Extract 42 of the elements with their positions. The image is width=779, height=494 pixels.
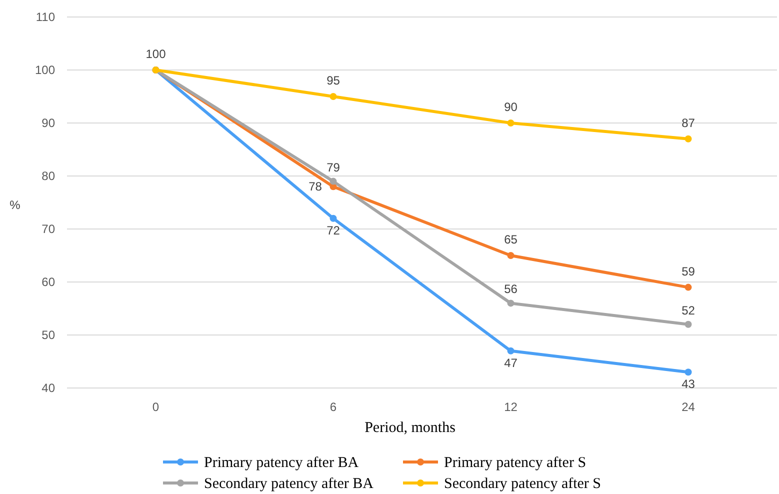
x-tick-label: 6 <box>330 400 337 414</box>
data-label: 43 <box>682 377 696 392</box>
x-tick-label: 12 <box>504 400 518 414</box>
legend-label: Secondary patency after S <box>444 476 602 492</box>
point <box>330 93 337 100</box>
data-label: 65 <box>504 232 518 246</box>
point <box>330 214 337 222</box>
data-label: 56 <box>504 282 518 296</box>
y-axis-title: % <box>10 198 21 212</box>
y-tick-label: 80 <box>42 169 56 183</box>
data-label: 95 <box>326 74 340 88</box>
data-label: 72 <box>326 223 340 238</box>
point <box>507 300 514 307</box>
data-label: 100 <box>146 47 166 61</box>
x-tick-label: 24 <box>682 400 696 414</box>
legend-label: Secondary patency after BA <box>204 476 374 492</box>
point <box>330 178 337 185</box>
y-tick-label: 110 <box>36 10 56 24</box>
data-label: 87 <box>682 116 696 130</box>
point <box>507 347 514 354</box>
x-tick-label: 0 <box>152 400 160 414</box>
y-tick-label: 100 <box>34 63 56 77</box>
point <box>507 120 514 126</box>
data-label: 52 <box>682 303 696 318</box>
x-axis-title: Period, months <box>364 420 456 436</box>
data-label: 59 <box>682 264 696 278</box>
data-label: 90 <box>504 100 518 114</box>
point <box>507 252 514 259</box>
point <box>684 320 692 328</box>
point <box>684 284 692 291</box>
y-tick-label: 40 <box>42 381 56 395</box>
y-tick-label: 90 <box>42 116 56 130</box>
data-label: 47 <box>504 356 518 370</box>
legend-label: Primary patency after S <box>444 455 586 471</box>
y-tick-label: 70 <box>42 222 56 236</box>
data-label: 78 <box>308 180 322 194</box>
point <box>684 368 692 376</box>
legend-label: Primary patency after BA <box>204 455 359 471</box>
data-label: 79 <box>326 160 340 174</box>
point <box>684 135 692 142</box>
y-tick-label: 50 <box>42 328 56 342</box>
y-tick-label: 60 <box>42 275 56 289</box>
